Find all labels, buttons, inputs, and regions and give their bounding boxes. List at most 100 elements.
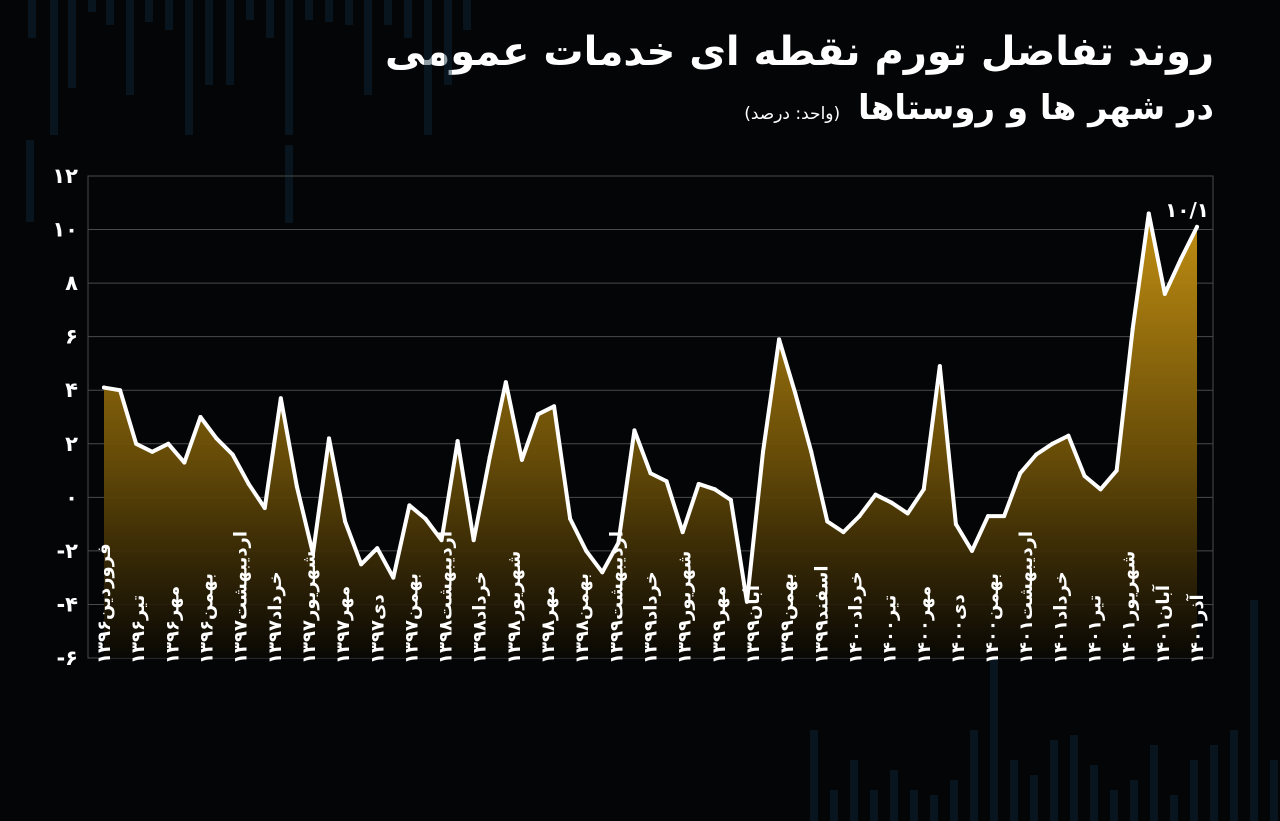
data-point [680, 530, 685, 535]
data-point [1178, 257, 1183, 262]
x-tick-label: دی۱۳۹۷ [367, 594, 388, 664]
decor-bar [205, 0, 213, 85]
x-tick-label: اردیبهشت۱۳۹۸ [436, 531, 457, 664]
data-point [310, 551, 315, 556]
x-tick-label: خرداد۱۴۰۱ [1050, 571, 1071, 664]
decor-bar [424, 0, 432, 135]
data-point [407, 503, 412, 508]
data-point [535, 412, 540, 417]
decor-bar [930, 795, 938, 821]
data-point [1130, 326, 1135, 331]
decor-bar [26, 140, 34, 222]
data-point [953, 522, 958, 527]
data-point [198, 415, 203, 419]
decor-bar [1070, 735, 1078, 821]
x-tick-label: شهریور۱۴۰۱ [1119, 551, 1140, 664]
data-point [102, 385, 106, 390]
decor-bar [165, 0, 173, 30]
y-tick-label: -۶ [56, 646, 78, 670]
decor-bar [1150, 745, 1158, 821]
x-tick-label: آبان۱۳۹۹ [741, 584, 764, 664]
data-point [809, 449, 814, 454]
data-point [986, 514, 991, 519]
decor-bar [305, 0, 313, 20]
area-fill [104, 213, 1197, 659]
x-tick-label: اردیبهشت۱۴۰۱ [1016, 531, 1037, 664]
data-point [118, 388, 123, 393]
decor-bar [870, 790, 878, 821]
data-point [423, 516, 428, 521]
decor-bar [325, 0, 333, 22]
annotations: ۱۰/۱ [1165, 198, 1209, 222]
data-point [728, 498, 733, 503]
data-point [889, 500, 894, 505]
data-point [712, 487, 717, 492]
y-tick-label: -۴ [56, 592, 78, 616]
decor-bar [1090, 765, 1098, 821]
decor-bar [68, 0, 76, 88]
x-tick-label: آذر۱۴۰۱ [1185, 593, 1208, 664]
decor-bar [990, 600, 998, 821]
data-point [230, 452, 235, 457]
data-point [439, 538, 444, 543]
y-axis: ۱۲ ۱۰ ۸ ۶ ۴ ۲ ۰ -۲ -۴ -۶ [52, 164, 78, 670]
data-point [150, 449, 155, 454]
y-tick-label: ۱۰ [52, 218, 78, 242]
area-layer [102, 211, 1199, 659]
data-point [343, 519, 348, 524]
y-tick-label: ۴ [65, 378, 78, 402]
x-tick-label: شهریور۱۳۹۹ [675, 551, 696, 664]
x-tick-label: بهمن۱۳۹۸ [572, 573, 593, 664]
data-point [616, 540, 621, 545]
data-point [921, 487, 926, 492]
data-point [375, 546, 380, 551]
data-point [584, 548, 589, 553]
data-point [905, 511, 910, 516]
x-axis: فروردین۱۳۹۶ تیر۱۳۹۶ مهر۱۳۹۶ بهمن۱۳۹۶ اردیبهش… [94, 531, 1208, 664]
decor-bar [463, 0, 471, 30]
data-point [873, 492, 878, 497]
end-value-label: ۱۰/۱ [1165, 198, 1209, 222]
chart-title: روند تفاضل تورم نقطه ای خدمات عمومی [385, 29, 1214, 75]
decor-bar [1270, 760, 1278, 821]
x-tick-label: خرداد۱۳۹۷ [265, 571, 286, 664]
decor-bar [1010, 760, 1018, 821]
data-point [182, 460, 187, 465]
data-point [1195, 224, 1199, 229]
x-tick-label: اردیبهشت۱۳۹۹ [606, 531, 627, 664]
data-point [359, 562, 364, 567]
y-tick-label: -۲ [56, 539, 78, 563]
y-tick-label: ۰ [65, 485, 78, 509]
x-tick-label: آبان۱۴۰۱ [1151, 584, 1174, 664]
decor-bar [384, 0, 392, 25]
decor-bar [126, 0, 134, 95]
x-tick-label: تیر۱۴۰۰ [880, 595, 901, 664]
decor-bar [850, 760, 858, 821]
decor-bar [1030, 775, 1038, 821]
decor-bar [364, 0, 372, 95]
data-point [1162, 291, 1167, 296]
data-point [648, 471, 653, 476]
decor-bar [1250, 600, 1258, 821]
data-point [214, 436, 219, 441]
data-point [600, 570, 605, 575]
data-point [841, 530, 846, 535]
decor-bar [444, 0, 452, 85]
decor-bar [246, 0, 254, 20]
decor-bar [266, 0, 274, 38]
decor-bar [226, 0, 234, 85]
decor-bar [1050, 740, 1058, 821]
data-point [487, 455, 492, 460]
decor-bar [28, 0, 36, 38]
data-point [793, 390, 798, 395]
data-point [1066, 433, 1071, 438]
x-tick-label: مهر۱۳۹۸ [538, 586, 559, 664]
x-tick-label: شهریور۱۳۹۷ [299, 551, 320, 664]
decor-bar [50, 0, 58, 135]
data-point [825, 519, 830, 524]
data-point [1082, 473, 1087, 478]
x-tick-label: اردیبهشت۱۳۹۷ [231, 531, 252, 664]
y-tick-label: ۶ [65, 325, 78, 349]
x-tick-label: فروردین۱۳۹۶ [94, 543, 115, 664]
x-tick-label: مهر۱۳۹۹ [709, 586, 730, 664]
